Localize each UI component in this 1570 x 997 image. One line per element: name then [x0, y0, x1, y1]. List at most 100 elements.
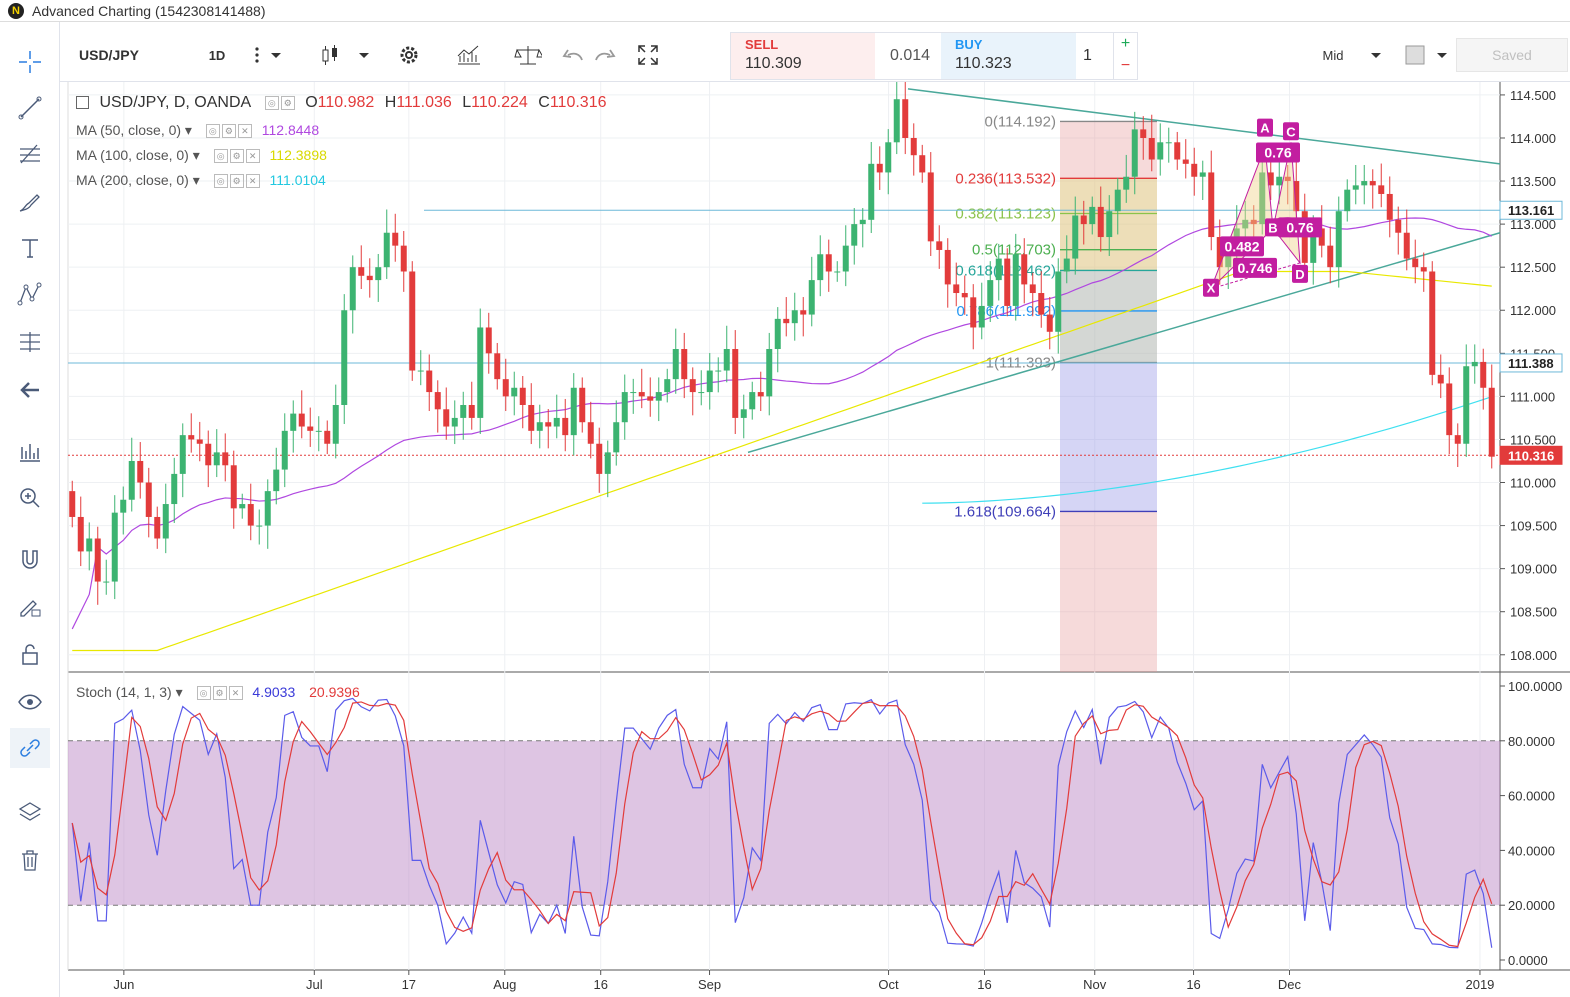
candle-body: [1463, 366, 1470, 444]
candle-body: [1012, 254, 1019, 306]
upper-trendline: [907, 88, 1501, 165]
candle-body: [443, 409, 450, 427]
main-series-title: USD/JPY, D, OANDA: [99, 94, 251, 111]
sell-button[interactable]: SELL 110.309: [731, 33, 875, 79]
plus-icon[interactable]: +: [1120, 35, 1131, 52]
ma50-legend: MA (50, close, 0) ▾ ◎ ⚙ ✕ 112.8448: [76, 122, 320, 139]
candle-body: [1242, 219, 1249, 229]
candle-body: [298, 413, 305, 427]
zoom-icon[interactable]: [10, 478, 50, 518]
redo-icon[interactable]: [590, 38, 620, 72]
color-picker[interactable]: [1398, 38, 1462, 72]
candle-body: [171, 473, 178, 505]
price-tick-label: 109.500: [1510, 519, 1557, 534]
candle-body: [1148, 137, 1155, 160]
candle-body: [757, 392, 764, 397]
collapse-icon[interactable]: [76, 96, 89, 110]
eye-icon[interactable]: [10, 682, 50, 722]
price-label: 113.161: [1508, 203, 1554, 218]
ruler-icon[interactable]: [10, 432, 50, 472]
trash-icon[interactable]: [10, 840, 50, 880]
text-icon[interactable]: [10, 228, 50, 268]
crosshair-icon[interactable]: [10, 42, 50, 82]
candle-body: [290, 413, 297, 431]
spread-value: 0.014: [889, 47, 931, 64]
candle-body: [1114, 189, 1121, 212]
time-tick-label: Aug: [493, 977, 516, 992]
back-arrow-icon[interactable]: [10, 370, 50, 410]
layers-icon[interactable]: [10, 792, 50, 832]
save-button[interactable]: Saved: [1456, 38, 1568, 72]
candle-body: [434, 392, 441, 410]
interval-button[interactable]: 1D: [194, 38, 240, 72]
candle-body: [944, 249, 951, 285]
candle-body: [103, 581, 110, 583]
minus-icon[interactable]: −: [1120, 57, 1131, 74]
buy-button[interactable]: BUY 110.323: [941, 33, 1076, 79]
time-tick-label: 16: [1186, 977, 1200, 992]
brush-icon[interactable]: [10, 182, 50, 222]
link-icon[interactable]: [10, 728, 50, 768]
candle-body: [324, 430, 331, 444]
candles-icon[interactable]: [312, 38, 378, 72]
interval-dropdown[interactable]: [242, 38, 294, 72]
candle-body: [256, 525, 263, 527]
stoch-k-line: [71, 697, 1493, 949]
candle-body: [1378, 185, 1385, 194]
candle-body: [655, 392, 662, 401]
lock-icon[interactable]: [10, 634, 50, 674]
harmonic-point-b-box: [1265, 218, 1281, 237]
candle-body: [978, 305, 985, 328]
compare-icon[interactable]: [502, 38, 554, 72]
time-tick-label: Sep: [698, 977, 721, 992]
candle-body: [111, 512, 118, 582]
candle-body: [681, 349, 688, 380]
candle-body: [247, 504, 254, 526]
candle-body: [366, 275, 373, 281]
candle-body: [188, 435, 195, 440]
candle-body: [128, 460, 135, 500]
fib-level-label: 0.236(113.532): [955, 170, 1056, 187]
main-legend: USD/JPY, D, OANDA ◎ ⚙ O110.982 H111.036 L…: [76, 94, 607, 112]
settings-icon[interactable]: ⚙: [280, 95, 295, 110]
high-value: 111.036: [396, 94, 452, 111]
candle-body: [162, 504, 169, 539]
candle-body: [1395, 219, 1402, 233]
candle-body: [77, 516, 84, 552]
indicators-icon[interactable]: [444, 38, 494, 72]
price-tick-label: 110.000: [1510, 476, 1556, 491]
ma200-legend: MA (200, close, 0) ▾ ◎ ⚙ ✕ 111.0104: [76, 172, 326, 189]
harmonic-point-c-box: [1283, 122, 1299, 141]
harmonic-ratio-bc-box: [1278, 217, 1322, 238]
pattern-icon[interactable]: [10, 274, 50, 314]
price-type-dropdown-icon[interactable]: [1362, 38, 1390, 72]
stoch-k-value: 4.9033: [252, 684, 296, 700]
candle-body: [570, 387, 577, 436]
candle-body: [1250, 219, 1257, 225]
stoch-tick-label: 0.0000: [1508, 953, 1548, 968]
visibility-icon[interactable]: ◎: [264, 95, 279, 110]
close-value: 110.316: [549, 94, 607, 111]
candle-body: [1046, 314, 1053, 332]
price-tick-label: 112.500: [1510, 260, 1556, 275]
price-type-button[interactable]: Mid: [1306, 38, 1360, 72]
candle-body: [842, 245, 849, 272]
fib-icon[interactable]: [10, 134, 50, 174]
price-chart[interactable]: 108.000 108.500 109.000 109.500 110.000 110.5…: [60, 82, 1570, 997]
fullscreen-icon[interactable]: [628, 38, 668, 72]
settings-icon[interactable]: [386, 38, 432, 72]
undo-icon[interactable]: [558, 38, 588, 72]
candle-body: [987, 280, 994, 306]
symbol-search[interactable]: USD/JPY: [70, 38, 192, 72]
ma50-label: MA (50, close, 0): [76, 122, 182, 138]
candle-body: [1021, 254, 1028, 285]
candle-body: [1259, 172, 1266, 225]
magnet-icon[interactable]: [10, 540, 50, 580]
measure-icon[interactable]: [10, 322, 50, 362]
trend-line-icon[interactable]: [10, 88, 50, 128]
candle-body: [1182, 159, 1189, 164]
candle-body: [417, 370, 424, 372]
lock-draw-icon[interactable]: [10, 586, 50, 626]
harmonic-ratio-bc: 0.76: [1286, 219, 1313, 235]
quantity-input[interactable]: 1: [1083, 47, 1092, 64]
